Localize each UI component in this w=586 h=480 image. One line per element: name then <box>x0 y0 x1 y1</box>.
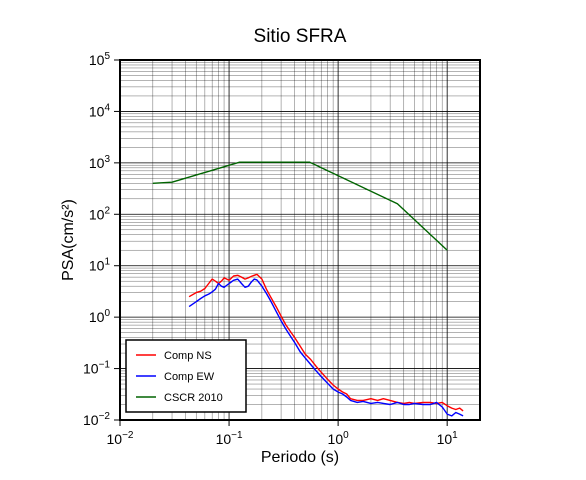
series-lines <box>152 161 464 417</box>
y-tick-label: 100 <box>89 308 111 325</box>
x-tick-label: 10−2 <box>107 430 134 447</box>
y-tick-label: 103 <box>89 154 111 171</box>
y-tick-label: 10−2 <box>83 411 110 428</box>
x-tick-label: 10−1 <box>216 430 243 447</box>
y-tick-label: 102 <box>89 205 111 222</box>
y-tick-label: 105 <box>89 51 111 68</box>
axis-ticks: 10−2 10−1 100 101 10−2 10−1 100 101 102 103 104 105 <box>83 51 458 447</box>
y-axis-label: PSA(cm/s²) <box>60 199 77 281</box>
y-tick-label: 101 <box>89 257 111 274</box>
legend: Comp NS Comp EW CSCR 2010 <box>125 339 247 413</box>
x-axis-label: Periodo (s) <box>261 449 339 466</box>
legend-label: Comp NS <box>164 350 212 362</box>
y-tick-label: 10−1 <box>83 360 110 377</box>
x-tick-label: 100 <box>328 430 350 447</box>
series-line <box>188 278 464 417</box>
series-line <box>152 161 448 251</box>
x-tick-label: 101 <box>437 430 459 447</box>
chart-title: Sitio SFRA <box>254 26 347 47</box>
plot-frame <box>119 59 481 421</box>
legend-label: Comp EW <box>164 371 215 383</box>
legend-label: CSCR 2010 <box>164 392 223 404</box>
y-tick-label: 104 <box>89 102 111 119</box>
